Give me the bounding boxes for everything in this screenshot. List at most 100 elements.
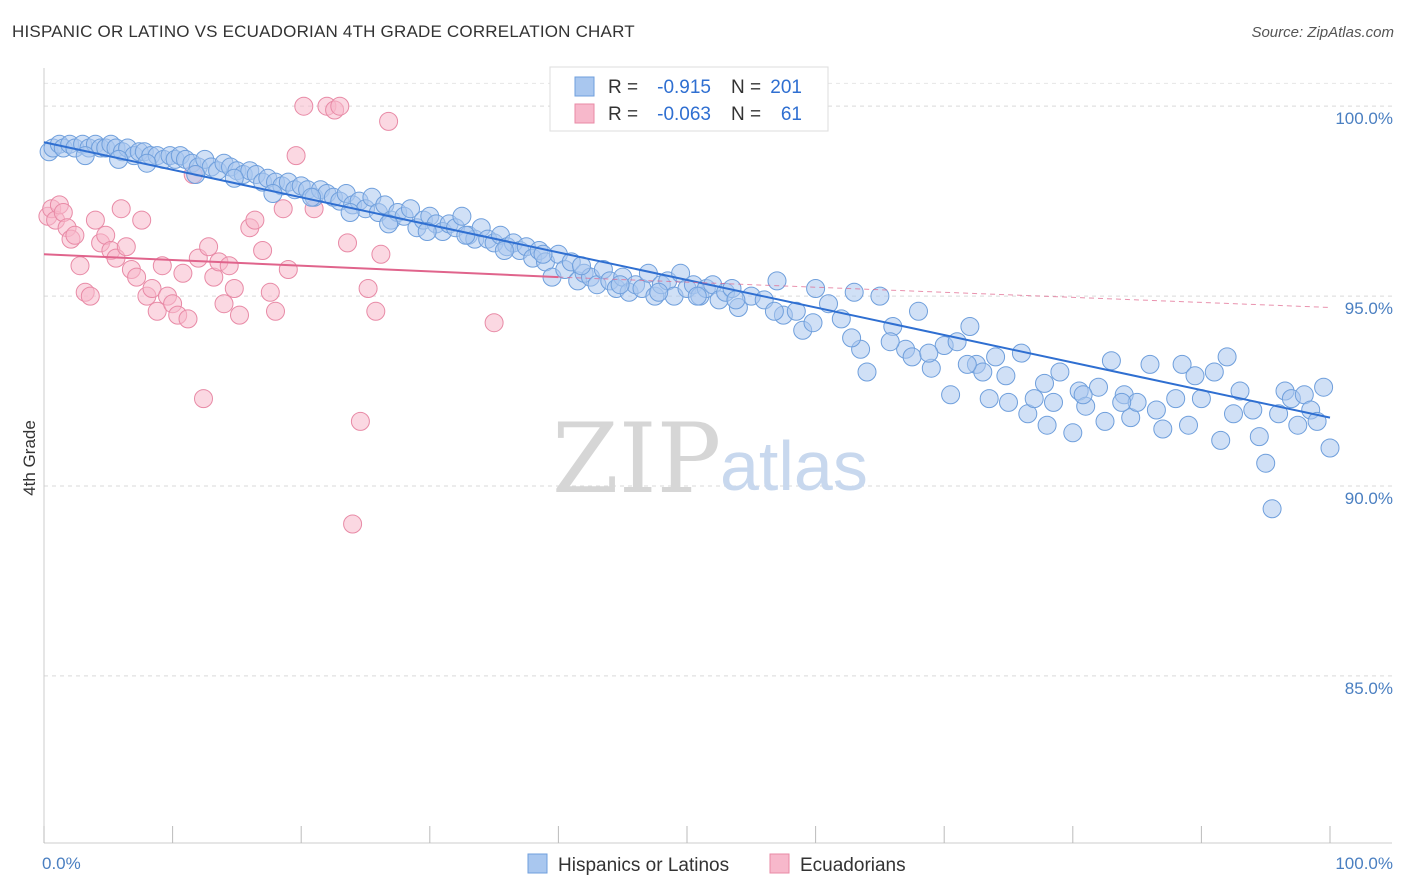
trend-line-dashed-s1 xyxy=(558,276,1331,308)
point-s0-164 xyxy=(1224,404,1243,424)
point-s1-28 xyxy=(173,263,193,283)
y-tick-label-0: 100.0% xyxy=(1335,109,1393,128)
stats-n-value-1: 61 xyxy=(781,104,802,125)
point-s0-197 xyxy=(764,301,784,321)
point-s0-67 xyxy=(452,206,472,226)
point-s0-162 xyxy=(1211,430,1231,450)
point-s1-41 xyxy=(245,210,265,230)
point-s1-10 xyxy=(80,286,100,306)
point-s0-131 xyxy=(947,332,967,352)
point-s0-204 xyxy=(1035,373,1054,393)
point-s0-140 xyxy=(1024,389,1044,409)
point-s0-194 xyxy=(649,282,669,302)
data-points xyxy=(38,96,1340,534)
point-s0-187 xyxy=(379,214,399,234)
point-s0-134 xyxy=(973,362,993,382)
stats-swatch-0 xyxy=(574,76,595,97)
point-s1-32 xyxy=(194,389,213,409)
point-s0-170 xyxy=(1269,404,1289,424)
stats-r-label-0: R = xyxy=(608,77,638,98)
point-s1-44 xyxy=(266,301,285,321)
stats-n-label-0: N = xyxy=(731,77,761,98)
y-tick-label-1: 95.0% xyxy=(1345,299,1393,318)
point-s1-17 xyxy=(116,237,136,257)
stats-legend: R = -0.915 N = 201 R = -0.063 N = 61 xyxy=(549,66,829,132)
point-s0-189 xyxy=(456,225,476,245)
point-s0-205 xyxy=(1073,385,1093,405)
point-s0-163 xyxy=(1217,347,1237,367)
point-s1-19 xyxy=(127,267,147,287)
chart-source: Source: ZipAtlas.com xyxy=(1251,24,1394,41)
y-tick-label-3: 85.0% xyxy=(1345,679,1393,698)
axes xyxy=(43,68,1392,844)
bottom-legend: Hispanics or Latinos Ecuadorians xyxy=(527,853,906,876)
point-s0-137 xyxy=(999,392,1018,412)
stats-swatch-1 xyxy=(574,103,595,124)
point-s0-169 xyxy=(1262,499,1282,519)
point-s0-195 xyxy=(687,286,707,306)
point-s0-154 xyxy=(1146,400,1166,420)
tick-labels: 100.0% 95.0% 90.0% 85.0% 0.0% 100.0% xyxy=(42,109,1393,873)
point-s0-166 xyxy=(1243,400,1263,420)
point-s0-177 xyxy=(1314,377,1334,397)
point-s0-130 xyxy=(941,385,961,405)
point-s1-43 xyxy=(260,282,280,302)
stats-r-value-0: -0.915 xyxy=(657,77,711,98)
point-s0-113 xyxy=(767,271,787,291)
point-s0-142 xyxy=(1044,392,1063,412)
watermark-atlas: atlas xyxy=(720,427,868,505)
point-s0-203 xyxy=(996,366,1016,386)
point-s0-117 xyxy=(806,279,826,298)
point-s0-201 xyxy=(919,343,939,363)
x-tick-label-0: 0.0% xyxy=(42,854,81,873)
point-s1-55 xyxy=(350,411,370,431)
point-s0-132 xyxy=(960,317,980,336)
point-s0-161 xyxy=(1204,362,1224,382)
point-s0-120 xyxy=(844,282,864,302)
point-s0-153 xyxy=(1140,354,1160,374)
y-tick-label-2: 90.0% xyxy=(1345,489,1393,508)
point-s0-143 xyxy=(1050,362,1070,382)
point-s0-167 xyxy=(1249,427,1269,447)
point-s0-193 xyxy=(610,275,630,295)
point-s1-36 xyxy=(214,294,234,314)
point-s0-148 xyxy=(1095,411,1115,431)
trend-line-s1 xyxy=(43,253,559,279)
point-s0-155 xyxy=(1153,419,1173,439)
y-axis-title: 4th Grade xyxy=(20,420,39,496)
point-s0-158 xyxy=(1179,415,1198,435)
trend-lines xyxy=(43,141,1331,419)
point-s1-56 xyxy=(358,279,378,298)
stats-r-value-1: -0.063 xyxy=(657,104,711,125)
legend-label-1: Ecuadorians xyxy=(800,855,906,876)
point-s0-206 xyxy=(1112,392,1132,412)
watermark: ZIP atlas xyxy=(552,403,868,515)
point-s0-127 xyxy=(909,301,928,321)
point-s0-115 xyxy=(786,301,806,321)
stats-legend-frame xyxy=(549,66,829,132)
x-tick-label-1: 100.0% xyxy=(1335,854,1393,873)
legend-swatch-0 xyxy=(527,853,548,874)
point-s1-11 xyxy=(85,210,105,230)
point-s1-58 xyxy=(371,244,391,264)
point-s1-45 xyxy=(273,199,293,219)
point-s0-202 xyxy=(957,354,977,374)
point-s0-196 xyxy=(726,290,746,310)
point-s0-149 xyxy=(1101,351,1121,371)
point-s0-159 xyxy=(1185,366,1205,386)
point-s1-20 xyxy=(132,210,152,230)
point-s1-29 xyxy=(178,309,198,329)
point-s1-33 xyxy=(199,237,219,257)
stats-n-value-0: 201 xyxy=(770,77,802,98)
point-s1-16 xyxy=(111,199,131,219)
legend-swatch-1 xyxy=(769,853,790,874)
point-s0-126 xyxy=(902,347,922,367)
point-s1-39 xyxy=(230,305,249,325)
point-s0-147 xyxy=(1089,377,1108,397)
point-s1-48 xyxy=(294,96,314,116)
point-s1-7 xyxy=(65,225,85,245)
point-s1-46 xyxy=(278,260,298,279)
point-s0-200 xyxy=(880,332,900,352)
point-s0-156 xyxy=(1166,389,1186,409)
stats-n-label-1: N = xyxy=(731,104,761,125)
